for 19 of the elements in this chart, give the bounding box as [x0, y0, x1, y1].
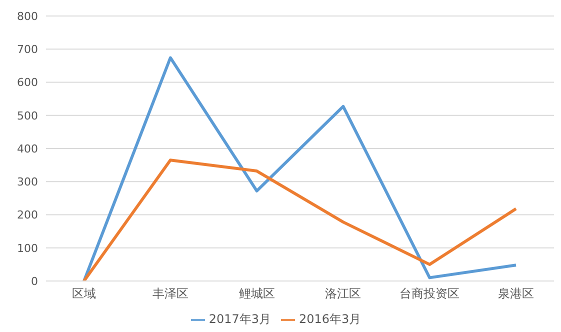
- y-tick-label: 100: [17, 242, 38, 255]
- y-tick-label: 0: [31, 274, 38, 288]
- x-tick-label: 台商投资区: [400, 286, 460, 301]
- x-tick-label: 区域: [72, 286, 96, 301]
- x-tick-label: 洛江区: [325, 286, 362, 301]
- y-tick-label: 600: [17, 76, 38, 90]
- y-tick-label: 800: [17, 10, 38, 23]
- legend-label: 2017年3月: [208, 312, 271, 326]
- x-tick-label: 泉港区: [498, 286, 534, 301]
- y-tick-label: 200: [17, 208, 38, 222]
- legend-label: 2016年3月: [299, 312, 362, 326]
- line-series: [82, 56, 518, 281]
- y-tick-label: 700: [17, 43, 38, 56]
- y-tick-label: 500: [17, 109, 38, 122]
- y-tick-label: 400: [17, 142, 38, 156]
- x-tick-label: 鲤城区: [238, 286, 275, 301]
- x-tick-label: 丰泽区: [152, 286, 188, 301]
- y-tick-label: 300: [17, 176, 38, 189]
- line-series: [82, 158, 518, 281]
